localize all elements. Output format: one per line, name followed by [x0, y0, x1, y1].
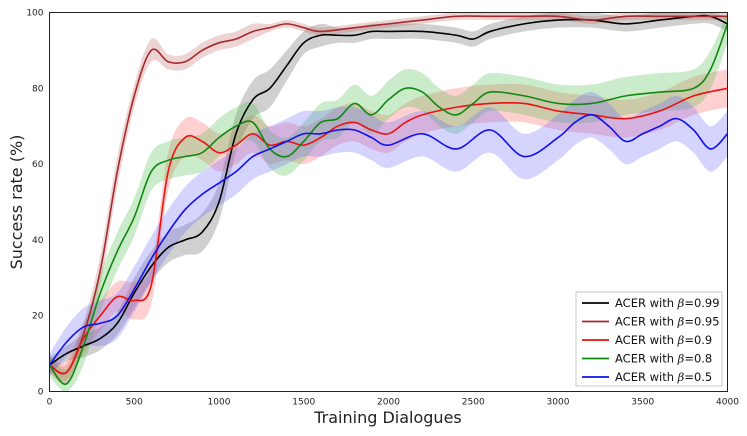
legend: ACER with β=0.99 ACER with β=0.95 ACER wit… — [575, 291, 723, 387]
x-tick-label: 4000 — [716, 398, 739, 408]
y-tick-label: 0 — [38, 388, 44, 398]
x-tick-label: 1000 — [208, 398, 231, 408]
confidence-band-3 — [49, 69, 728, 385]
confidence-band-5 — [49, 92, 728, 377]
series-line-5 — [48, 114, 729, 366]
x-tick-label: 3000 — [547, 398, 570, 408]
series-line-2 — [49, 15, 728, 375]
legend-label-5: ACER with β=0.5 — [615, 370, 712, 384]
series-line-3 — [49, 87, 728, 375]
x-tick-label: 2000 — [377, 398, 400, 408]
y-tick-label: 100 — [26, 9, 43, 19]
y-tick-label: 60 — [32, 160, 44, 170]
x-axis-ticks: 0 500 1000 1500 2000 2500 3000 3500 4000 — [47, 398, 740, 408]
legend-box — [575, 291, 723, 387]
x-axis-label: Training Dialogues — [313, 408, 462, 427]
x-tick-label: 1500 — [292, 398, 315, 408]
y-tick-label: 20 — [32, 312, 44, 322]
x-tick-label: 500 — [126, 398, 143, 408]
y-tick-label: 40 — [32, 236, 44, 246]
y-tick-label: 80 — [32, 84, 44, 94]
x-tick-label: 3500 — [631, 398, 654, 408]
legend-label-2: ACER with β=0.95 — [615, 315, 720, 329]
y-axis-label: Success rate (%) — [7, 135, 26, 270]
confidence-bands — [49, 12, 728, 392]
legend-label-3: ACER with β=0.9 — [615, 333, 712, 347]
series-line-4 — [48, 23, 729, 385]
x-tick-label: 0 — [47, 398, 53, 408]
legend-label-4: ACER with β=0.8 — [615, 352, 712, 366]
legend-label-1: ACER with β=0.99 — [615, 296, 720, 310]
y-axis-ticks: 0 20 40 60 80 100 — [26, 9, 43, 398]
x-tick-label: 2500 — [462, 398, 485, 408]
confidence-band-4 — [49, 12, 728, 392]
plot-frame — [49, 12, 728, 392]
series-lines — [48, 14, 729, 385]
